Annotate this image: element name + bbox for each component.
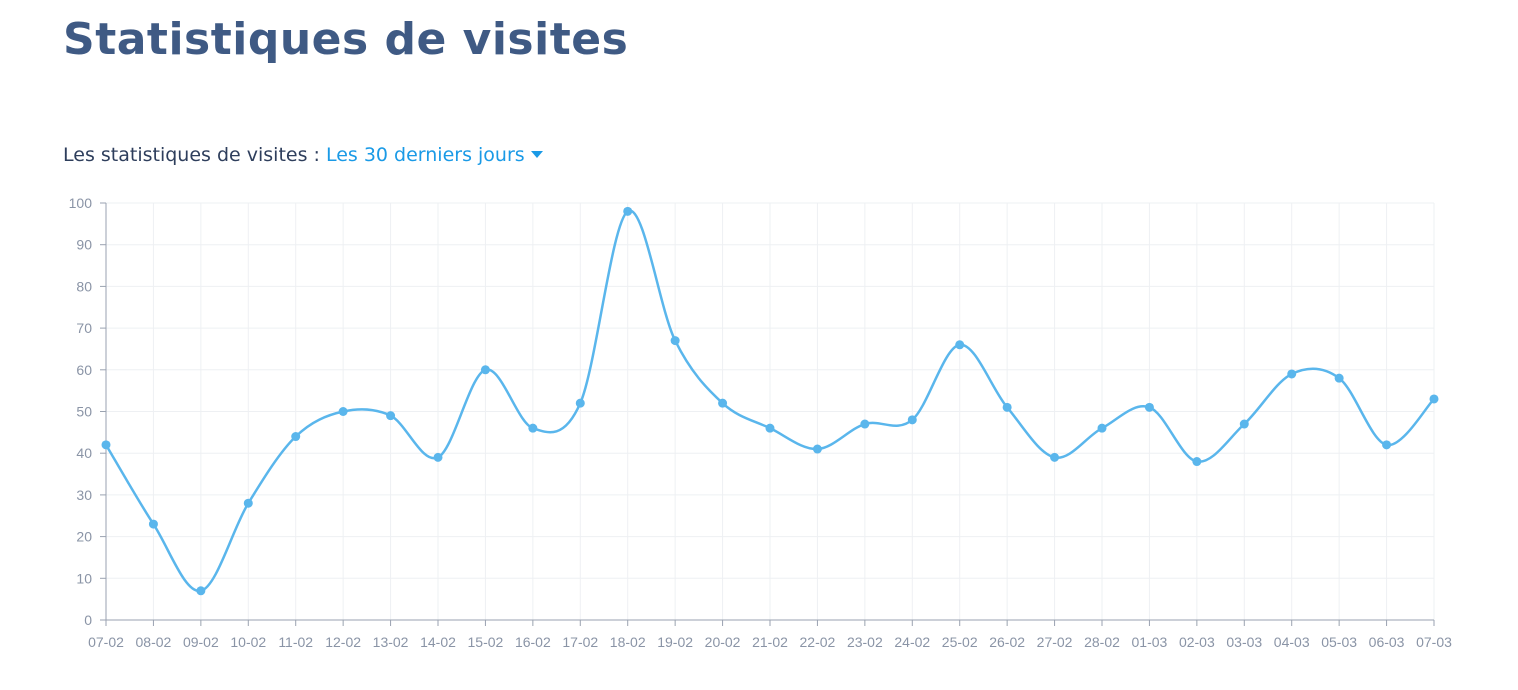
data-point-04-03[interactable]: [1287, 369, 1297, 379]
data-point-05-03[interactable]: [1334, 373, 1344, 383]
data-point-19-02[interactable]: [670, 336, 680, 346]
data-point-01-03[interactable]: [1144, 402, 1154, 412]
caret-down-icon: [530, 150, 543, 158]
chart-series: [101, 206, 1439, 596]
x-tick-label: 01-03: [1132, 634, 1168, 650]
x-tick-label: 16-02: [515, 634, 551, 650]
data-point-27-02[interactable]: [1050, 452, 1060, 462]
x-tick-label: 11-02: [278, 634, 313, 650]
x-tick-label: 24-02: [894, 634, 930, 650]
period-label: Les statistiques de visites :: [63, 144, 320, 166]
data-point-06-03[interactable]: [1382, 440, 1392, 450]
x-tick-label: 15-02: [468, 634, 504, 650]
x-tick-label: 12-02: [325, 634, 361, 650]
data-point-08-02[interactable]: [148, 519, 158, 529]
y-tick-label: 80: [76, 278, 92, 294]
data-point-21-02[interactable]: [765, 423, 775, 433]
x-tick-label: 28-02: [1084, 634, 1120, 650]
data-point-11-02[interactable]: [291, 432, 301, 442]
data-point-16-02[interactable]: [528, 423, 538, 433]
x-tick-label: 05-03: [1321, 634, 1357, 650]
x-tick-label: 23-02: [847, 634, 883, 650]
data-point-03-03[interactable]: [1239, 419, 1249, 429]
y-tick-label: 60: [76, 362, 92, 378]
period-dropdown-value: Les 30 derniers jours: [325, 144, 525, 166]
x-tick-label: 04-03: [1274, 634, 1310, 650]
data-point-12-02[interactable]: [338, 407, 348, 416]
x-tick-label: 18-02: [610, 634, 646, 650]
data-point-10-02[interactable]: [243, 498, 253, 508]
x-tick-label: 03-03: [1226, 634, 1262, 650]
data-point-09-02[interactable]: [196, 586, 206, 596]
x-tick-label: 08-02: [136, 634, 172, 650]
x-tick-label: 26-02: [989, 634, 1025, 650]
data-point-17-02[interactable]: [575, 398, 585, 408]
x-tick-label: 19-02: [657, 634, 693, 650]
x-tick-label: 27-02: [1037, 634, 1073, 650]
data-point-26-02[interactable]: [1002, 402, 1012, 412]
page-title: Statistiques de visites: [63, 14, 629, 65]
y-tick-label: 30: [76, 487, 92, 503]
data-point-07-02[interactable]: [101, 440, 111, 450]
y-tick-label: 100: [69, 195, 93, 211]
x-axis-ticks: 07-02 08-02 09-02 10-02 11-02 12-02 13-02 14-02…: [88, 620, 1452, 650]
x-tick-label: 25-02: [942, 634, 978, 650]
period-filter: Les statistiques de visites : Les 30 dern…: [63, 144, 543, 166]
x-tick-label: 13-02: [373, 634, 409, 650]
data-point-20-02[interactable]: [718, 398, 728, 408]
x-tick-label: 07-03: [1416, 634, 1452, 650]
period-dropdown[interactable]: Les 30 derniers jours: [326, 144, 543, 166]
y-tick-label: 10: [76, 570, 92, 586]
y-tick-label: 90: [76, 237, 92, 253]
x-tick-label: 09-02: [183, 634, 219, 650]
y-tick-label: 20: [76, 529, 92, 545]
data-point-02-03[interactable]: [1192, 457, 1202, 467]
y-axis-ticks: 0 10 20 30 40 50 60 70 80 90 100: [69, 195, 106, 628]
data-point-28-02[interactable]: [1097, 423, 1107, 433]
x-tick-label: 17-02: [562, 634, 598, 650]
y-tick-label: 40: [76, 445, 92, 461]
x-tick-label: 14-02: [420, 634, 456, 650]
x-tick-label: 10-02: [230, 634, 266, 650]
x-tick-label: 22-02: [800, 634, 836, 650]
x-tick-label: 02-03: [1179, 634, 1215, 650]
data-point-18-02[interactable]: [623, 206, 633, 216]
y-tick-label: 0: [84, 612, 92, 628]
y-tick-label: 50: [76, 404, 92, 420]
data-point-24-02[interactable]: [907, 415, 917, 425]
data-point-23-02[interactable]: [860, 419, 870, 429]
y-tick-label: 70: [76, 320, 92, 336]
data-point-14-02[interactable]: [433, 452, 443, 462]
chart-grid: [106, 202, 1435, 620]
data-point-07-03[interactable]: [1429, 394, 1439, 404]
x-tick-label: 06-03: [1369, 634, 1405, 650]
data-point-15-02[interactable]: [480, 365, 490, 375]
x-tick-label: 20-02: [705, 634, 741, 650]
data-point-13-02[interactable]: [386, 411, 396, 421]
x-tick-label: 21-02: [752, 634, 788, 650]
data-point-25-02[interactable]: [955, 340, 965, 350]
data-point-22-02[interactable]: [812, 444, 822, 454]
x-tick-label: 07-02: [88, 634, 124, 650]
